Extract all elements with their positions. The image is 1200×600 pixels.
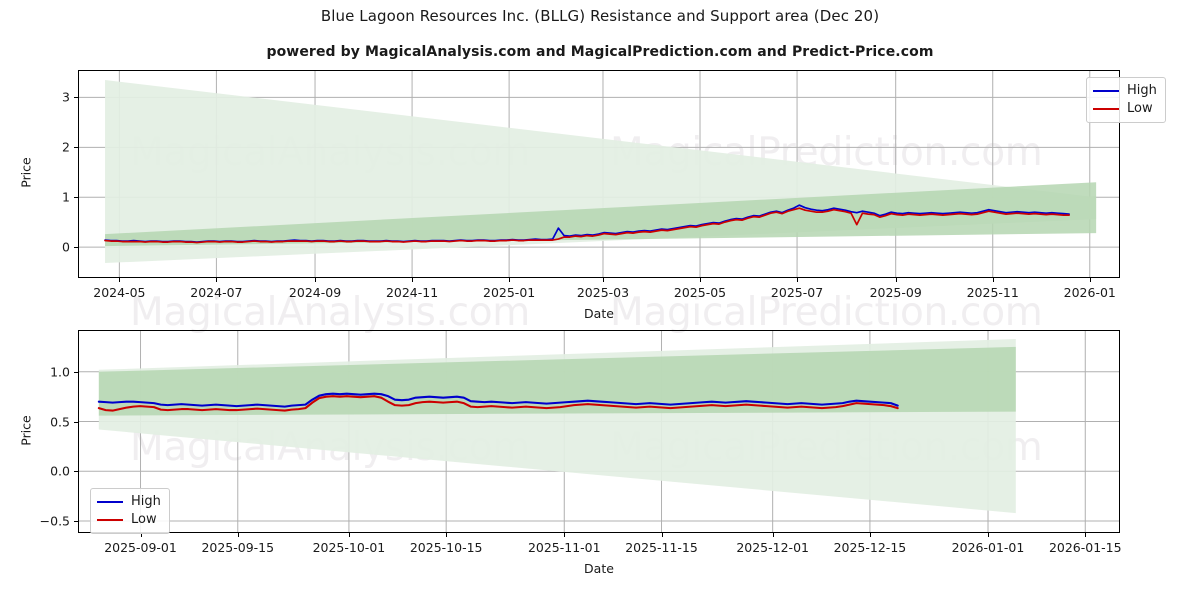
legend-label: High [131,494,161,509]
x-axis-tick-label: 2025-09 [869,285,922,300]
chart-legend-bottom[interactable]: High Low [90,488,170,534]
x-axis-tick-label: 2025-11 [966,285,1019,300]
legend-line-swatch [97,501,123,503]
series-line-high [97,392,899,408]
x-axis-tick-mark [661,533,663,537]
x-axis-tick-label: 2026-01-15 [1048,540,1122,555]
x-axis-tick-mark [869,533,871,537]
y-axis-tick-label: 2 [62,139,70,155]
price-band-inner [105,182,1097,247]
x-axis-tick-label: 2026-01-01 [951,540,1025,555]
x-axis-tick-label: 2025-10-15 [409,540,483,555]
legend-line-swatch [1093,90,1119,92]
x-axis-title: Date [584,561,614,576]
page-title: Blue Lagoon Resources Inc. (BLLG) Resist… [320,7,880,25]
x-axis-tick-label: 2024-09 [288,285,342,300]
x-axis-tick-label: 2024-07 [190,285,243,300]
x-axis-tick-label: 2024-05 [93,285,146,300]
x-axis-tick-mark [348,533,350,537]
legend-label: Low [1127,101,1153,116]
x-axis-tick-label: 2025-09-01 [104,540,177,555]
y-axis-tick-label: 3 [62,89,70,105]
x-axis-tick-mark [315,278,317,282]
x-axis-tick-label: 2025-12-01 [736,540,809,555]
x-axis-tick-mark [412,278,414,282]
y-axis-tick-mark [74,371,78,373]
series-line-low [97,395,899,412]
y-axis-tick-mark [74,147,78,149]
plot-frame-bottom [78,330,1120,533]
y-axis-tick-mark [74,197,78,199]
chart-panel-bottom [78,330,1120,533]
x-axis-tick-mark [237,533,239,537]
x-axis-tick-mark [772,533,774,537]
x-axis-tick-label: 2025-01 [482,285,536,300]
x-axis-tick-label: 2025-09-15 [201,540,275,555]
x-axis-tick-mark [797,278,799,282]
price-band-inner [98,346,1016,416]
x-axis-tick-label: 2025-11-01 [527,540,601,555]
legend-label: High [1127,83,1157,98]
legend-label: Low [131,512,157,527]
chart-legend-top[interactable]: High Low [1086,77,1166,123]
x-axis-tick-mark [1085,533,1087,537]
y-axis-tick-label: 0.0 [50,463,70,479]
x-axis-title: Date [584,306,614,321]
legend-entry-high[interactable]: High [1093,82,1157,100]
x-axis-tick-mark [119,278,121,282]
chart-canvas-top [78,70,1120,278]
y-axis-tick-label: −0.5 [39,513,70,529]
x-axis-tick-label: 2026-01 [1063,285,1116,300]
chart-canvas-bottom [78,330,1120,533]
x-axis-tick-label: 2025-07 [770,285,824,300]
x-axis-tick-mark [216,278,218,282]
x-axis-tick-mark [140,533,142,537]
chart-panel-top [78,70,1120,278]
x-axis-tick-label: 2025-11-15 [625,540,698,555]
x-axis-tick-label: 2024-11 [385,285,439,300]
x-axis-tick-mark [446,533,448,537]
y-axis-tick-mark [74,421,78,423]
legend-entry-low[interactable]: Low [1093,100,1157,118]
x-axis-tick-label: 2025-12-15 [833,540,907,555]
series-line-low [104,207,1070,244]
x-axis-tick-mark [602,278,604,282]
page-subtitle: powered by MagicalAnalysis.com and Magic… [266,44,934,60]
y-axis-tick-mark [74,471,78,473]
x-axis-tick-mark [992,278,994,282]
x-axis-tick-label: 2025-05 [673,285,727,300]
y-axis-tick-label: 1.0 [50,364,70,380]
legend-line-swatch [1093,108,1119,110]
x-axis-tick-mark [988,533,989,537]
x-axis-tick-label: 2025-10-01 [312,540,386,555]
y-axis-tick-mark [74,97,78,99]
y-axis-title: Price [18,157,34,188]
x-axis-tick-mark [564,533,566,537]
y-axis-tick-label: 0 [62,239,70,255]
y-axis-title: Price [18,414,34,446]
legend-entry-low[interactable]: Low [97,511,161,529]
y-axis-tick-label: 0.5 [50,414,70,430]
x-axis-tick-mark [1089,278,1091,282]
plot-frame-top [78,70,1120,278]
y-axis-tick-mark [74,521,78,523]
y-axis-tick-mark [74,247,78,249]
y-axis-tick-label: 1 [62,189,70,205]
x-axis-tick-label: 2025-03 [576,285,630,300]
x-axis-tick-mark [895,278,897,282]
x-axis-tick-mark [700,278,702,282]
legend-entry-high[interactable]: High [97,493,161,511]
legend-line-swatch [97,519,123,521]
x-axis-tick-mark [509,278,511,282]
